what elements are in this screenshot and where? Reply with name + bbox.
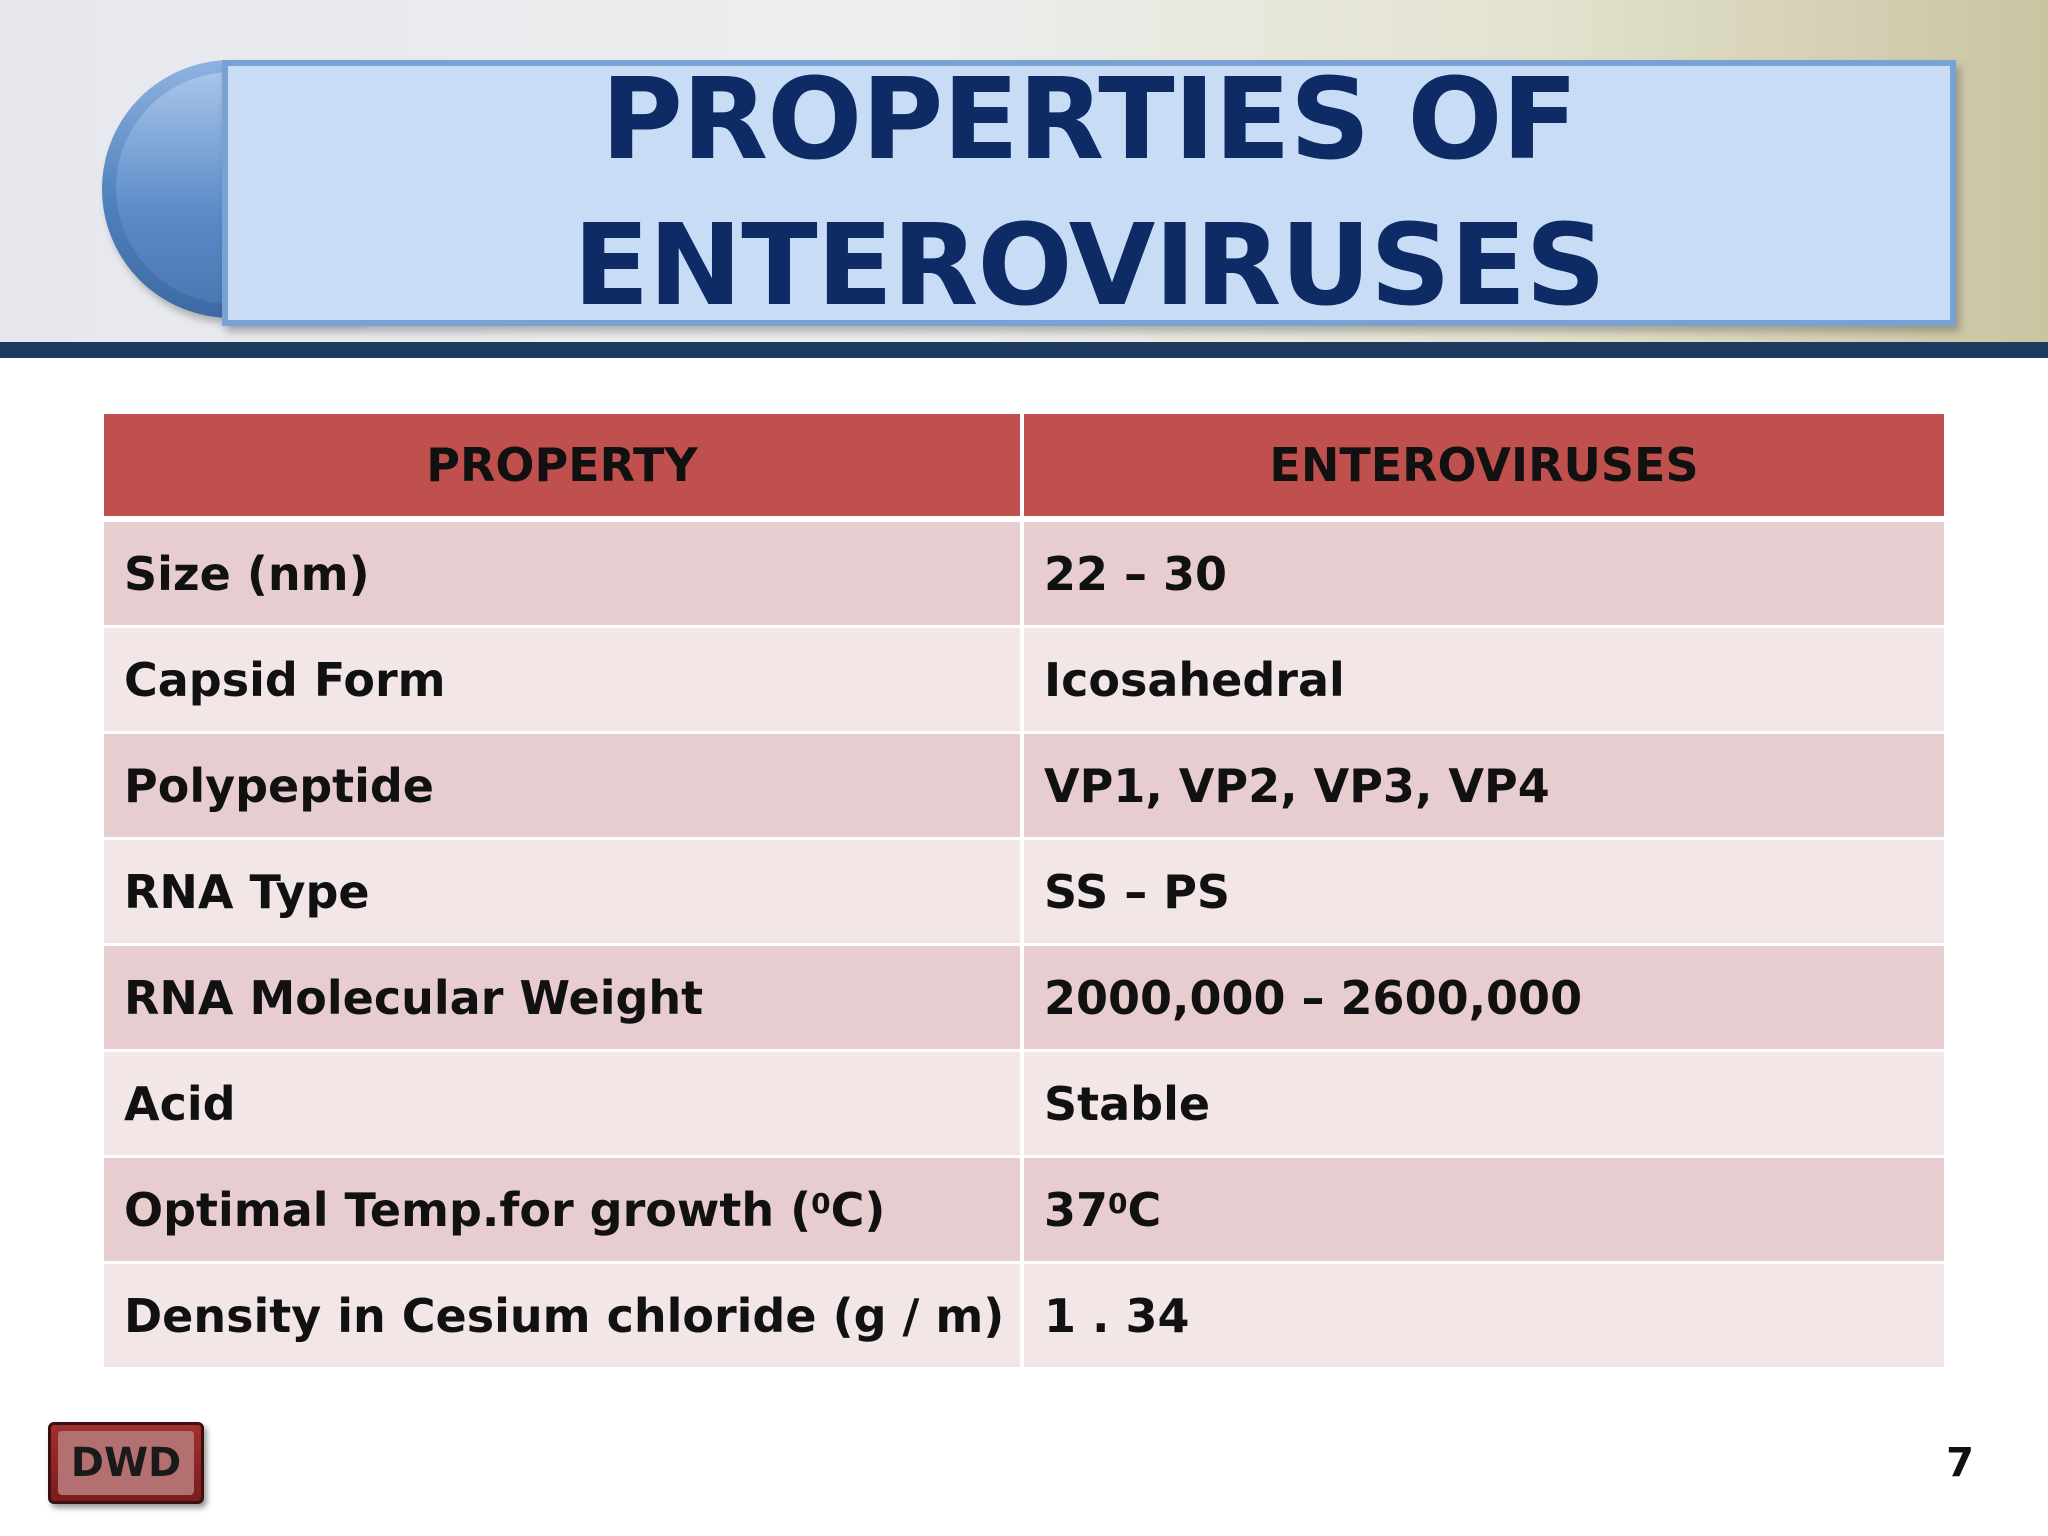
property-cell: RNA Molecular Weight (104, 946, 1024, 1049)
property-cell: Optimal Temp.for growth (0 C) (104, 1158, 1024, 1261)
table-row: Density in Cesium chloride (g / m) 1 . 3… (104, 1264, 1944, 1370)
property-text: Optimal Temp.for growth ( (124, 1182, 812, 1237)
table-row: Size (nm) 22 – 30 (104, 522, 1944, 628)
value-text-suffix: C (1127, 1182, 1162, 1237)
dwd-badge-label: DWD (58, 1431, 194, 1495)
table-row: Polypeptide VP1, VP2, VP3, VP4 (104, 734, 1944, 840)
value-cell: 2000,000 – 2600,000 (1024, 946, 1944, 1049)
properties-table: PROPERTY ENTEROVIRUSES Size (nm) 22 – 30… (104, 414, 1944, 1370)
table-row: Capsid Form Icosahedral (104, 628, 1944, 734)
value-cell: VP1, VP2, VP3, VP4 (1024, 734, 1944, 837)
value-cell: SS – PS (1024, 840, 1944, 943)
value-text: 37 (1044, 1182, 1109, 1237)
header-cell-property: PROPERTY (104, 414, 1024, 516)
property-cell: Capsid Form (104, 628, 1024, 731)
page-number: 7 (1946, 1440, 1974, 1486)
value-cell: Stable (1024, 1052, 1944, 1155)
value-cell: 22 – 30 (1024, 522, 1944, 625)
slide-title-line-2: ENTEROVIRUSES (573, 201, 1606, 331)
slide-title: PROPERTIES OF ENTEROVIRUSES (228, 55, 1950, 331)
table-row: RNA Molecular Weight 2000,000 – 2600,000 (104, 946, 1944, 1052)
table-header-row: PROPERTY ENTEROVIRUSES (104, 414, 1944, 522)
table-row: RNA Type SS – PS (104, 840, 1944, 946)
slide-title-line-1: PROPERTIES OF (600, 55, 1578, 185)
property-cell: RNA Type (104, 840, 1024, 943)
property-cell: Size (nm) (104, 522, 1024, 625)
value-cell: 37 0 C (1024, 1158, 1944, 1261)
dwd-badge-button[interactable]: DWD (48, 1422, 204, 1504)
value-cell: Icosahedral (1024, 628, 1944, 731)
property-text-suffix: C) (830, 1182, 886, 1237)
property-cell: Acid (104, 1052, 1024, 1155)
property-cell: Polypeptide (104, 734, 1024, 837)
value-cell: 1 . 34 (1024, 1264, 1944, 1367)
table-row: Acid Stable (104, 1052, 1944, 1158)
header-divider (0, 342, 2048, 358)
property-cell: Density in Cesium chloride (g / m) (104, 1264, 1024, 1367)
header-cell-enteroviruses: ENTEROVIRUSES (1024, 414, 1944, 516)
title-bar: PROPERTIES OF ENTEROVIRUSES (222, 55, 1956, 331)
table-row: Optimal Temp.for growth (0 C) 37 0 C (104, 1158, 1944, 1264)
